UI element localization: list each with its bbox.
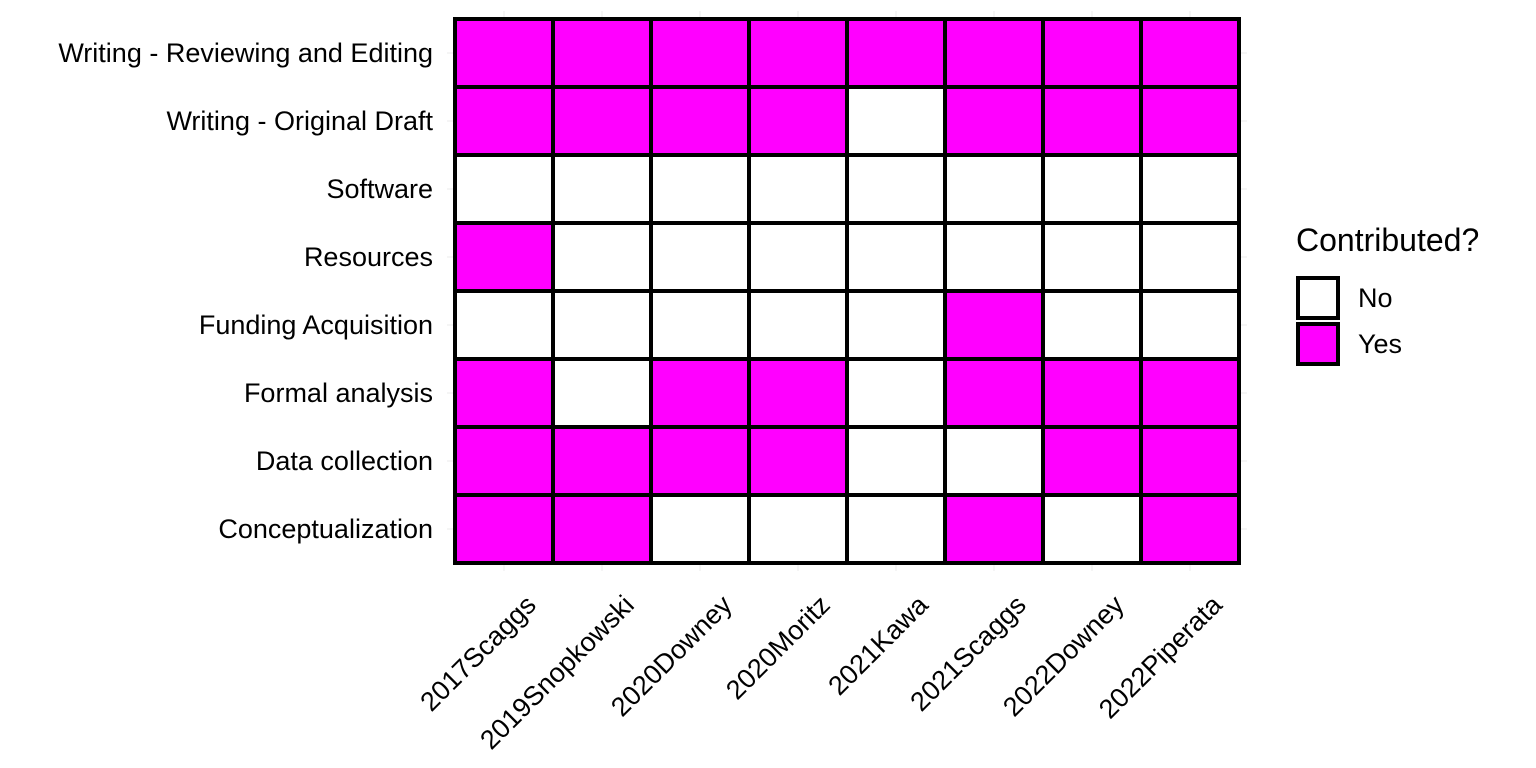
tile-writing-reviewing-and-editing-2021scaggs [943,17,1045,89]
tile-data-collection-2022downey [1041,425,1143,497]
tile-funding-acquisition-2022downey [1041,289,1143,361]
tile-writing-original-draft-2022piperata [1139,85,1241,157]
legend-label-yes: Yes [1358,329,1402,359]
tile-resources-2022downey [1041,221,1143,293]
tile-data-collection-2021scaggs [943,425,1045,497]
y-tick-label-resources: Resources [304,242,433,272]
tile-conceptualization-2022piperata [1139,493,1241,565]
tile-resources-2021scaggs [943,221,1045,293]
tile-resources-2019snopkowski [551,221,653,293]
tile-formal-analysis-2022piperata [1139,357,1241,429]
legend-key-yes [1296,322,1340,366]
tile-conceptualization-2021kawa [845,493,947,565]
tile-software-2022downey [1041,153,1143,225]
tile-funding-acquisition-2021scaggs [943,289,1045,361]
tile-writing-reviewing-and-editing-2017scaggs [453,17,555,89]
tile-writing-original-draft-2020downey [649,85,751,157]
tile-writing-reviewing-and-editing-2022piperata [1139,17,1241,89]
tile-software-2020downey [649,153,751,225]
tile-software-2019snopkowski [551,153,653,225]
tile-writing-reviewing-and-editing-2022downey [1041,17,1143,89]
heatmap-tiles [453,17,1241,565]
tile-funding-acquisition-2017scaggs [453,289,555,361]
tile-conceptualization-2019snopkowski [551,493,653,565]
tile-writing-reviewing-and-editing-2021kawa [845,17,947,89]
tile-writing-original-draft-2020moritz [747,85,849,157]
tile-formal-analysis-2021scaggs [943,357,1045,429]
tile-conceptualization-2020moritz [747,493,849,565]
tile-conceptualization-2021scaggs [943,493,1045,565]
tile-resources-2021kawa [845,221,947,293]
x-axis-tick-labels: 2017Scaggs2019Snopkowski2020Downey2020Mo… [414,589,1228,755]
tile-resources-2020moritz [747,221,849,293]
tile-writing-original-draft-2021scaggs [943,85,1045,157]
tile-resources-2017scaggs [453,221,555,293]
y-tick-label-funding-acquisition: Funding Acquisition [199,310,433,340]
tile-software-2017scaggs [453,153,555,225]
tile-formal-analysis-2021kawa [845,357,947,429]
tile-data-collection-2021kawa [845,425,947,497]
y-tick-label-writing-reviewing-and-editing: Writing - Reviewing and Editing [58,38,433,68]
tile-writing-original-draft-2021kawa [845,85,947,157]
tile-formal-analysis-2020downey [649,357,751,429]
tile-data-collection-2019snopkowski [551,425,653,497]
tile-funding-acquisition-2020moritz [747,289,849,361]
tile-writing-original-draft-2022downey [1041,85,1143,157]
x-tick-label-2020moritz: 2020Moritz [720,590,836,706]
legend: Contributed? No Yes [1296,222,1479,366]
tile-conceptualization-2020downey [649,493,751,565]
tile-writing-reviewing-and-editing-2019snopkowski [551,17,653,89]
y-tick-label-data-collection: Data collection [256,446,433,476]
tile-funding-acquisition-2020downey [649,289,751,361]
tile-formal-analysis-2022downey [1041,357,1143,429]
tile-formal-analysis-2019snopkowski [551,357,653,429]
tile-writing-reviewing-and-editing-2020downey [649,17,751,89]
tile-funding-acquisition-2022piperata [1139,289,1241,361]
tile-software-2020moritz [747,153,849,225]
tile-resources-2022piperata [1139,221,1241,293]
tile-funding-acquisition-2021kawa [845,289,947,361]
tile-conceptualization-2017scaggs [453,493,555,565]
legend-key-no [1296,276,1340,320]
y-axis-tick-labels: Writing - Reviewing and Editing Writing -… [58,38,433,544]
tile-resources-2020downey [649,221,751,293]
tile-funding-acquisition-2019snopkowski [551,289,653,361]
tile-data-collection-2020moritz [747,425,849,497]
tile-data-collection-2020downey [649,425,751,497]
tile-software-2021scaggs [943,153,1045,225]
tile-data-collection-2017scaggs [453,425,555,497]
y-tick-label-formal-analysis: Formal analysis [244,378,433,408]
tile-writing-reviewing-and-editing-2020moritz [747,17,849,89]
y-tick-label-writing-original-draft: Writing - Original Draft [166,106,433,136]
legend-title: Contributed? [1296,222,1479,258]
tile-writing-original-draft-2017scaggs [453,85,555,157]
tile-software-2021kawa [845,153,947,225]
y-tick-label-conceptualization: Conceptualization [218,514,433,544]
tile-conceptualization-2022downey [1041,493,1143,565]
y-tick-label-software: Software [326,174,433,204]
tile-software-2022piperata [1139,153,1241,225]
tile-writing-original-draft-2019snopkowski [551,85,653,157]
tile-formal-analysis-2017scaggs [453,357,555,429]
tile-data-collection-2022piperata [1139,425,1241,497]
tile-formal-analysis-2020moritz [747,357,849,429]
legend-label-no: No [1358,283,1393,313]
